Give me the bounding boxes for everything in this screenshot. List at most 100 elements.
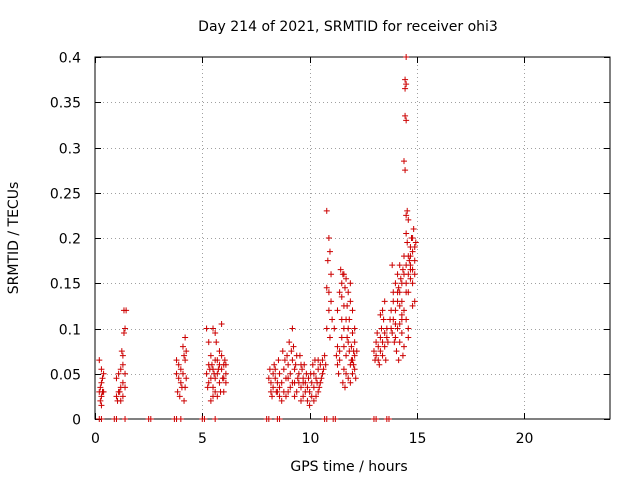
data-point	[212, 330, 219, 337]
data-point	[384, 339, 391, 346]
data-point	[212, 375, 219, 382]
data-point	[377, 334, 384, 341]
data-point	[383, 334, 390, 341]
data-point	[405, 216, 412, 223]
y-tick-label: 0.15	[50, 277, 81, 293]
data-points	[96, 54, 419, 422]
data-point	[373, 352, 380, 359]
data-point	[280, 366, 287, 373]
data-point	[98, 379, 105, 386]
data-point	[401, 253, 407, 260]
x-tick-label: 10	[302, 431, 320, 447]
data-point	[173, 357, 180, 364]
data-point	[339, 271, 346, 278]
data-point	[405, 289, 412, 296]
data-point	[351, 325, 358, 332]
data-point	[373, 339, 380, 346]
data-point	[113, 393, 120, 400]
data-point	[345, 289, 352, 296]
data-point	[204, 384, 211, 391]
data-point	[350, 348, 357, 355]
data-point	[409, 280, 416, 287]
data-point	[275, 357, 282, 364]
data-point	[122, 384, 129, 391]
data-point	[210, 384, 217, 391]
data-point	[214, 357, 221, 364]
data-point	[284, 352, 291, 359]
data-point	[323, 284, 330, 291]
data-point	[270, 370, 277, 377]
data-point	[377, 348, 384, 355]
data-point	[375, 343, 382, 350]
y-tick-label: 0.3	[59, 142, 81, 158]
data-point	[411, 298, 418, 305]
data-point	[281, 357, 288, 364]
data-point	[338, 334, 345, 341]
data-point	[403, 280, 410, 287]
data-point	[97, 384, 104, 391]
data-point	[372, 357, 379, 364]
data-point	[177, 366, 184, 373]
data-point	[315, 357, 322, 364]
data-point	[326, 334, 333, 341]
data-point	[394, 289, 401, 296]
data-point	[269, 393, 276, 400]
data-point	[285, 361, 292, 368]
data-point	[310, 384, 317, 391]
data-point	[182, 357, 189, 364]
data-point	[329, 316, 336, 323]
y-tick-labels: 0 0.05 0.1 0.15 0.2 0.25 0.3 0.35 0.4	[50, 51, 81, 429]
data-point	[287, 370, 294, 377]
x-tick-label: 20	[516, 431, 534, 447]
data-point	[376, 361, 383, 368]
x-tick-label: 15	[409, 431, 427, 447]
data-point	[338, 293, 345, 300]
data-point	[409, 248, 416, 255]
data-point	[349, 330, 356, 337]
data-point	[207, 352, 214, 359]
data-point	[338, 280, 345, 287]
data-point	[267, 388, 274, 395]
data-point	[335, 370, 342, 377]
data-point	[183, 348, 190, 355]
data-point	[334, 343, 341, 350]
data-point	[309, 361, 316, 368]
data-point	[396, 302, 403, 309]
data-point	[278, 397, 285, 404]
data-point	[393, 348, 400, 355]
data-point	[282, 393, 289, 400]
data-point	[273, 388, 280, 395]
data-point	[177, 416, 184, 422]
data-point	[344, 302, 351, 309]
data-point	[392, 320, 399, 327]
data-point	[213, 339, 220, 346]
data-point	[399, 352, 406, 359]
data-point	[99, 375, 106, 382]
data-point	[315, 366, 322, 373]
data-point	[98, 366, 105, 373]
data-point	[352, 375, 359, 382]
data-point	[122, 416, 129, 422]
data-point	[295, 370, 302, 377]
data-point	[341, 284, 348, 291]
data-point	[219, 375, 226, 382]
data-point	[118, 348, 125, 355]
data-point	[348, 357, 355, 364]
data-point	[291, 393, 298, 400]
data-point	[403, 81, 410, 88]
data-point	[341, 384, 348, 391]
data-point	[391, 339, 398, 346]
data-point	[179, 343, 186, 350]
data-point	[265, 375, 272, 382]
data-point	[325, 235, 332, 241]
data-point	[380, 316, 387, 323]
data-point	[344, 334, 351, 341]
data-point	[396, 339, 403, 346]
data-point	[113, 416, 120, 422]
data-point	[403, 212, 410, 219]
data-point	[412, 239, 419, 246]
y-tick-label: 0.35	[50, 96, 81, 112]
data-point	[343, 275, 350, 282]
data-point	[203, 325, 210, 332]
data-point	[300, 379, 307, 386]
